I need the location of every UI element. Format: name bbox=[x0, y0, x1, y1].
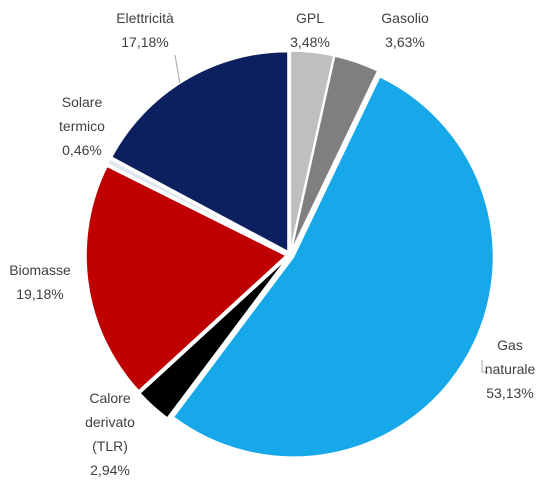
pie-slice bbox=[110, 50, 289, 253]
pie-slice bbox=[85, 165, 288, 392]
value-label: 3,63% bbox=[385, 34, 425, 50]
value-label: 0,46% bbox=[62, 142, 102, 158]
value-label: 17,18% bbox=[121, 34, 169, 50]
category-label: Gas naturale bbox=[484, 337, 536, 377]
value-label: 2,94% bbox=[90, 462, 130, 478]
pie-slice bbox=[106, 157, 287, 254]
category-label: Gasolio bbox=[381, 10, 429, 26]
leader-lines bbox=[174, 54, 488, 373]
value-label: 19,18% bbox=[16, 286, 64, 302]
leader-line bbox=[481, 360, 488, 373]
pie-slice bbox=[290, 55, 379, 252]
leader-line bbox=[174, 54, 181, 85]
category-label: Solare termico bbox=[59, 94, 105, 134]
pie-slice bbox=[172, 75, 495, 458]
value-label: 3,48% bbox=[290, 34, 330, 50]
category-label: GPL bbox=[295, 10, 324, 26]
value-label: 53,13% bbox=[486, 385, 534, 401]
category-label: Calore derivato (TLR) bbox=[85, 390, 135, 454]
category-label: Biomasse bbox=[9, 262, 71, 278]
pie-slice bbox=[289, 50, 335, 252]
pie-slice bbox=[138, 257, 288, 420]
category-label: Elettricità bbox=[116, 10, 174, 26]
